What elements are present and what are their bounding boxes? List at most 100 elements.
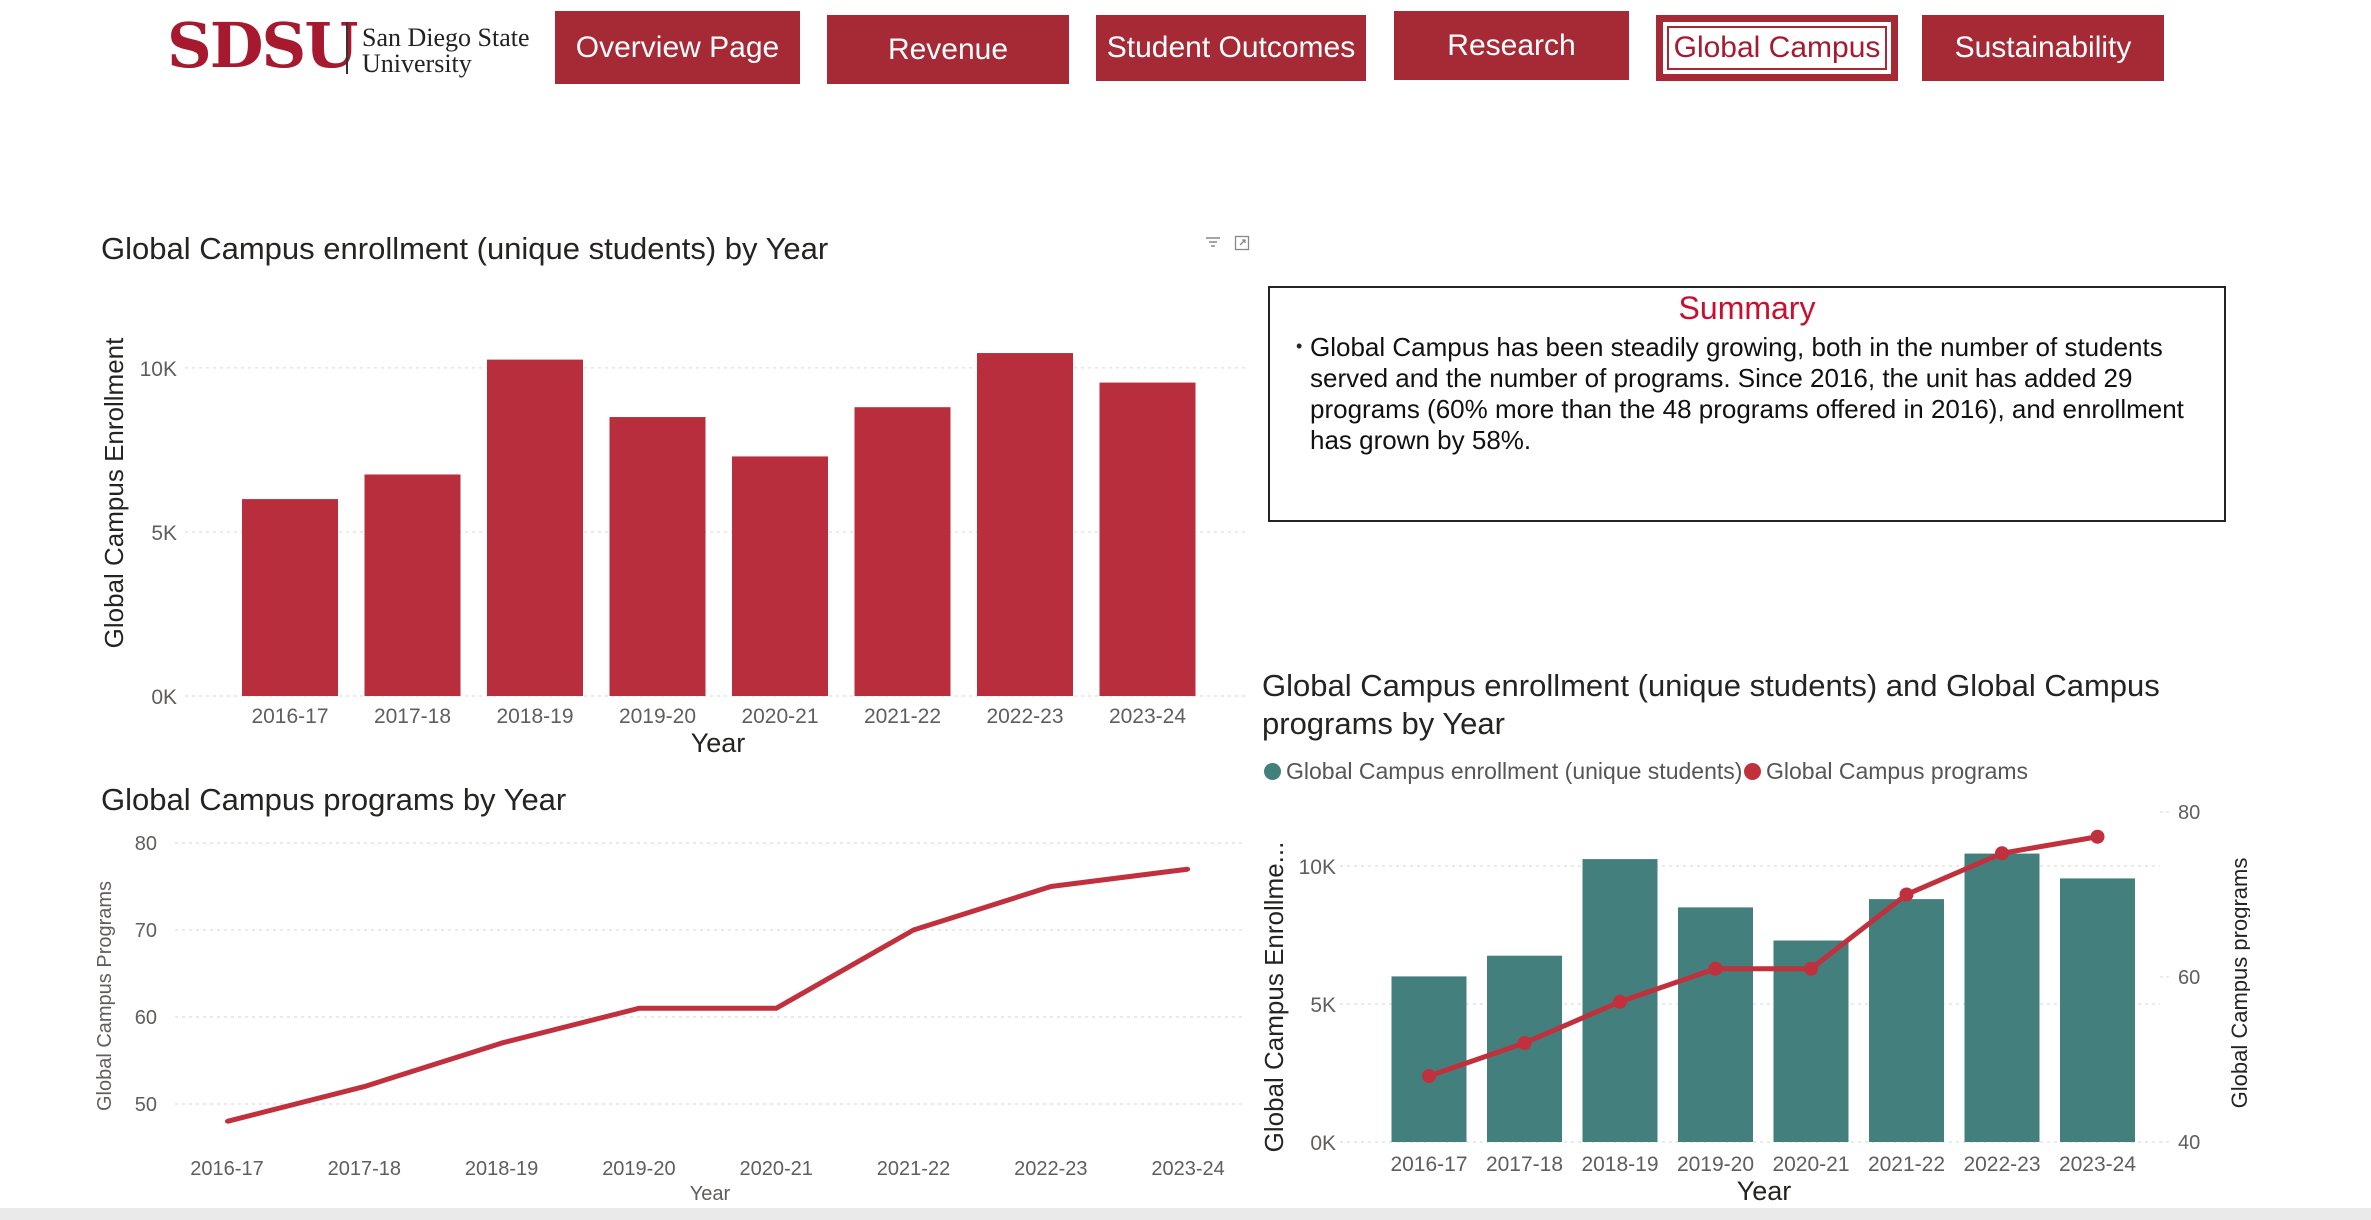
x-axis-title: Year [691, 728, 746, 758]
x-tick-label: 2020-21 [1772, 1153, 1849, 1176]
x-tick-label: 2023-24 [1151, 1158, 1224, 1180]
line-point [1422, 1069, 1436, 1083]
bottom-scroll-bar[interactable] [0, 1208, 2371, 1220]
y2-tick-label: 60 [2178, 967, 2200, 989]
x-tick-label: 2017-18 [328, 1158, 401, 1180]
y-axis-title: Global Campus Enrollment [99, 337, 129, 648]
legend-item-programs[interactable]: Global Campus programs [1744, 758, 2028, 785]
x-tick-label: 2023-24 [1109, 705, 1186, 728]
nav-global-campus-button[interactable]: Global Campus [1656, 15, 1898, 81]
x-tick-label: 2018-19 [1581, 1153, 1658, 1176]
x-tick-label: 2022-23 [1963, 1153, 2040, 1176]
x-tick-label: 2016-17 [1390, 1153, 1467, 1176]
line-point [636, 1006, 641, 1011]
y-tick-label: 5K [1310, 994, 1336, 1017]
legend-dot-teal-icon [1264, 763, 1281, 780]
nav-research-button[interactable]: Research [1394, 11, 1629, 80]
x-axis-title: Year [690, 1183, 731, 1205]
x-tick-label: 2021-22 [877, 1158, 950, 1180]
sdsu-logo-mark: SDSU [167, 9, 358, 82]
line-point [1186, 867, 1191, 872]
programs-line-chart: 50 60 70 80 2016-17 2017-18 2018-19 2019-20 2020… [94, 833, 1245, 1205]
summary-text: Global Campus has been steadily growing,… [1310, 332, 2184, 455]
x-tick-label: 2019-20 [619, 705, 696, 728]
x-tick-label: 2020-21 [739, 1158, 812, 1180]
summary-bullet: • [1296, 336, 1303, 356]
combo-chart: 0K 5K 10K 40 60 80 2016-17 2017-18 2018-19 2019-2… [1259, 802, 2250, 1206]
chart-enrollment-title: Global Campus enrollment (unique student… [101, 231, 829, 266]
x-tick-label: 2020-21 [741, 705, 818, 728]
legend-label-enrollment: Global Campus enrollment (unique student… [1286, 758, 1743, 784]
x-tick-label: 2018-19 [465, 1158, 538, 1180]
x-tick-label: 2018-19 [496, 705, 573, 728]
x-tick-label: 2019-20 [1677, 1153, 1754, 1176]
y-tick-label: 80 [135, 833, 157, 855]
bar [1391, 976, 1467, 1142]
x-tick-label: 2022-23 [986, 705, 1063, 728]
y-tick-label: 0K [1310, 1132, 1336, 1155]
y-tick-label: 5K [151, 522, 177, 545]
line-point [1899, 887, 1914, 902]
line-point [1048, 884, 1053, 889]
y-tick-label: 10K [1299, 856, 1336, 879]
x-tick-label: 2021-22 [1868, 1153, 1945, 1176]
x-tick-label: 2017-18 [374, 705, 451, 728]
bar [1964, 853, 2040, 1142]
bar [242, 499, 338, 696]
logo-university-line2: University [362, 49, 472, 78]
programs-line [1428, 834, 2098, 1079]
y-axis-title: Global Campus Programs [94, 881, 116, 1111]
x-axis-title: Year [1737, 1176, 1792, 1206]
y2-tick-label: 40 [2178, 1132, 2200, 1154]
chart-combo-title-line2: programs by Year [1262, 706, 1505, 741]
bar [1678, 907, 1753, 1142]
y-tick-label: 10K [140, 358, 177, 381]
enrollment-bar-chart: 0K 5K 10K 2016-17 2017-18 2018-19 2019-20 2020-… [99, 337, 1245, 758]
legend-dot-red-icon [1744, 763, 1761, 780]
line-point [1517, 1036, 1532, 1050]
nav-student-outcomes-button[interactable]: Student Outcomes [1096, 15, 1366, 81]
y-tick-label: 60 [135, 1007, 157, 1029]
chart-combo-title-line1: Global Campus enrollment (unique student… [1262, 668, 2160, 703]
line-point [225, 1119, 229, 1124]
line-point [1708, 961, 1723, 976]
x-tick-label: 2016-17 [251, 705, 328, 728]
x-tick-label: 2016-17 [190, 1158, 263, 1180]
y2-axis-title: Global Campus programs [2227, 858, 2250, 1109]
line-point [1804, 961, 1818, 976]
summary-title: Summary [1678, 290, 1816, 326]
focus-mode-icon[interactable] [1234, 235, 1250, 251]
chart-programs-title: Global Campus programs by Year [101, 782, 567, 817]
x-tick-label: 2022-23 [1014, 1158, 1087, 1180]
line-point [2090, 829, 2105, 844]
y2-tick-label: 80 [2178, 802, 2200, 824]
bar [364, 474, 461, 696]
bar [1099, 382, 1196, 696]
filter-icon[interactable] [1205, 235, 1221, 251]
x-tick-label: 2021-22 [864, 705, 941, 728]
legend-item-enrollment[interactable]: Global Campus enrollment (unique student… [1264, 758, 1742, 785]
bar [1869, 899, 1944, 1142]
line-point [911, 928, 916, 932]
bar [854, 407, 951, 696]
legend-label-programs: Global Campus programs [1766, 758, 2029, 784]
bar [2060, 878, 2135, 1142]
bar [977, 353, 1073, 696]
x-tick-label: 2023-24 [2059, 1153, 2136, 1176]
programs-line [226, 866, 1189, 1124]
bar [609, 417, 706, 696]
nav-overview-page-button[interactable]: Overview Page [555, 11, 800, 84]
line-point [362, 1084, 367, 1089]
line-point [774, 1006, 779, 1011]
y-tick-label: 0K [151, 686, 177, 709]
y-tick-label: 70 [135, 920, 157, 942]
nav-revenue-button[interactable]: Revenue [827, 15, 1069, 84]
line-point [499, 1041, 504, 1046]
nav-sustainability-button[interactable]: Sustainability [1922, 15, 2164, 81]
line-point [1613, 994, 1627, 1009]
bar [732, 456, 828, 696]
y-axis-title: Global Campus Enrollme... [1259, 842, 1289, 1153]
logo-divider [346, 22, 348, 74]
line-point [1995, 846, 2009, 861]
bar [487, 359, 583, 696]
